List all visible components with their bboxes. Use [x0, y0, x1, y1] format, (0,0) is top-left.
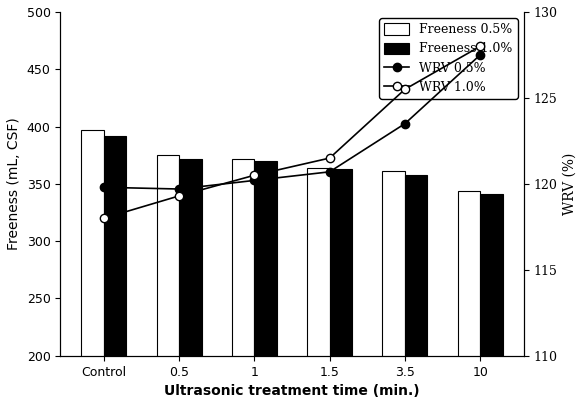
Bar — [104, 136, 127, 405]
Bar — [232, 159, 255, 405]
Bar — [81, 130, 104, 405]
WRV 1.0% — [251, 173, 258, 178]
WRV 0.5% — [100, 185, 107, 190]
Bar — [157, 155, 179, 405]
Bar — [255, 161, 277, 405]
Line: WRV 0.5%: WRV 0.5% — [100, 51, 484, 193]
Legend: Freeness 0.5%, Freeness 1.0%, WRV 0.5%, WRV 1.0%: Freeness 0.5%, Freeness 1.0%, WRV 0.5%, … — [379, 18, 517, 99]
Bar — [480, 194, 503, 405]
WRV 1.0% — [477, 44, 484, 49]
Bar — [405, 175, 427, 405]
Bar — [329, 169, 352, 405]
WRV 0.5% — [251, 178, 258, 183]
Y-axis label: Freeness (mL, CSF): Freeness (mL, CSF) — [7, 117, 21, 250]
Bar — [457, 191, 480, 405]
WRV 1.0% — [100, 216, 107, 221]
WRV 1.0% — [176, 194, 183, 198]
WRV 1.0% — [401, 87, 408, 92]
Y-axis label: WRV (%): WRV (%) — [563, 153, 577, 215]
Bar — [179, 159, 201, 405]
WRV 1.0% — [326, 156, 333, 160]
Bar — [383, 171, 405, 405]
Bar — [307, 168, 329, 405]
Line: WRV 1.0%: WRV 1.0% — [100, 42, 484, 222]
WRV 0.5% — [326, 169, 333, 174]
WRV 0.5% — [477, 53, 484, 58]
WRV 0.5% — [401, 121, 408, 126]
WRV 0.5% — [176, 187, 183, 192]
X-axis label: Ultrasonic treatment time (min.): Ultrasonic treatment time (min.) — [164, 384, 420, 398]
